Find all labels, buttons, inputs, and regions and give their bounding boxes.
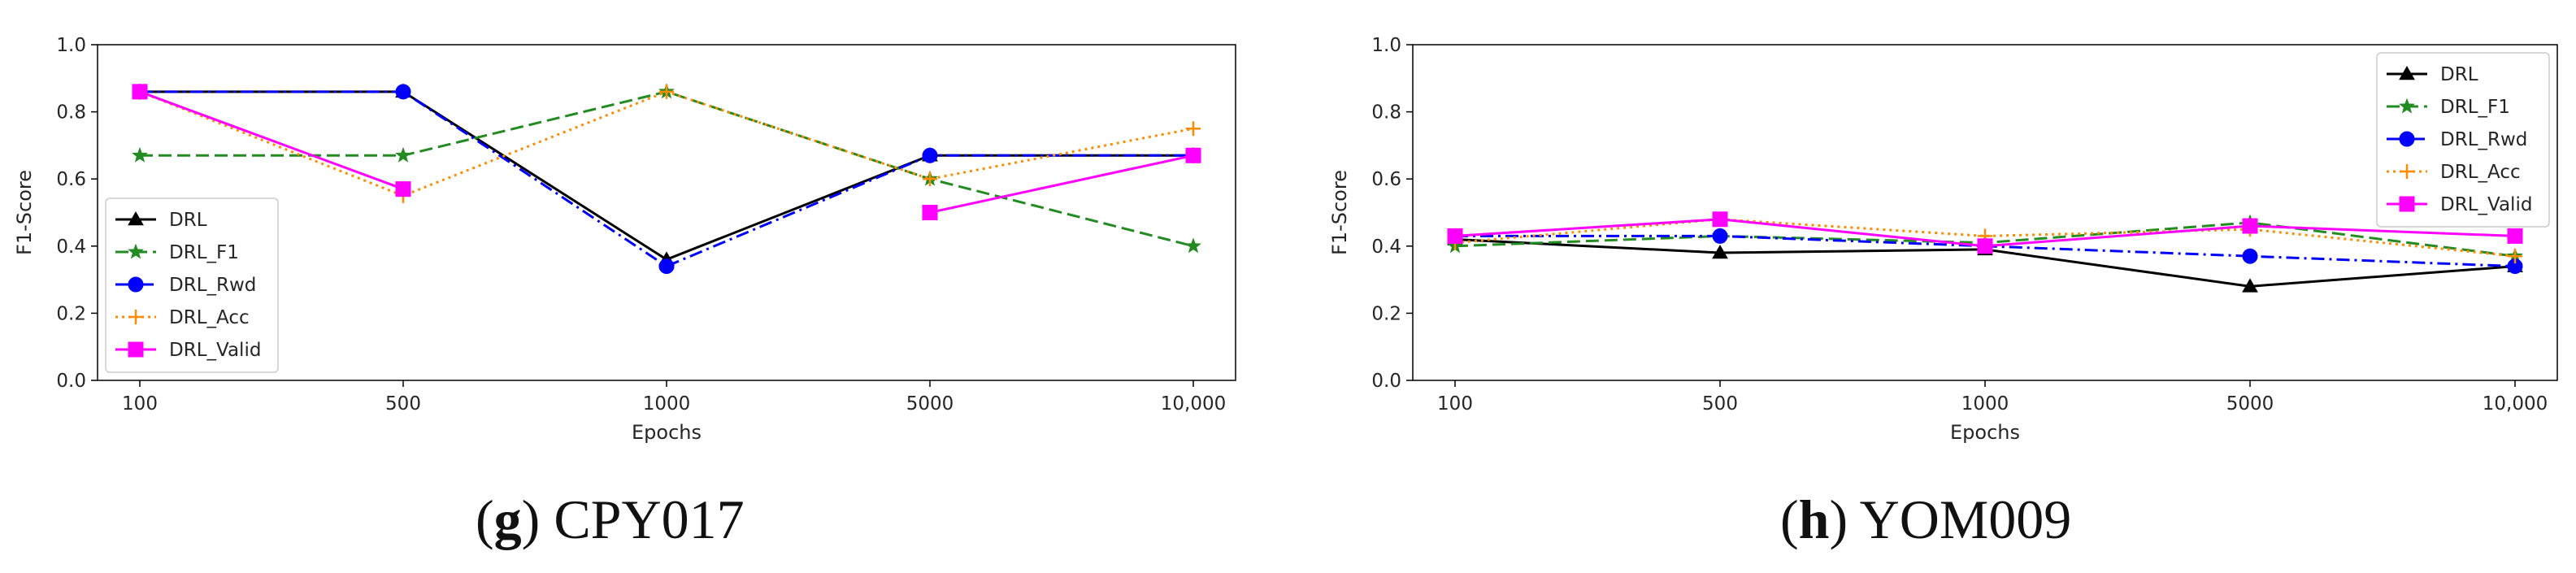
x-tick-label: 100	[1437, 393, 1473, 415]
series-line	[140, 90, 1194, 248]
data-point	[132, 84, 148, 100]
data-point	[659, 84, 674, 99]
data-point	[922, 205, 938, 220]
data-point	[1447, 228, 1463, 244]
legend-label: DRL_Valid	[2440, 194, 2532, 215]
caption-right-title: YOM009	[1859, 488, 2072, 550]
x-tick-label: 500	[385, 393, 421, 415]
series-DRL	[132, 83, 1201, 266]
legend-marker	[128, 310, 143, 324]
y-tick-label: 0.2	[56, 303, 86, 324]
data-point	[132, 146, 148, 163]
y-axis-label: F1-Score	[13, 170, 36, 255]
chart-right: 0.0 0.2 0.4 0.6 0.8 1.0 100 500 1000 5000 10,000 Ep…	[1328, 35, 2558, 444]
caption-left-letter: g	[493, 488, 522, 550]
series-line	[140, 90, 1193, 261]
y-tick-label: 1.0	[56, 35, 86, 56]
legend-marker	[128, 276, 144, 293]
x-tick-label: 500	[1702, 393, 1738, 415]
data-point	[2507, 228, 2523, 244]
data-point	[395, 181, 411, 198]
x-axis-label: Epochs	[632, 421, 702, 444]
legend-label: DRL_Acc	[2440, 162, 2521, 183]
y-tick-label: 0.8	[1371, 102, 1401, 124]
legend-marker	[128, 341, 144, 358]
x-tick-label: 5000	[906, 393, 954, 415]
data-point	[2242, 278, 2258, 293]
series-line	[1454, 218, 2516, 258]
series-DRL_Rwd	[132, 84, 1201, 275]
x-tick-label: 5000	[2226, 393, 2274, 415]
series-DRL_Valid	[132, 84, 1201, 220]
series-DRL_Valid	[1447, 211, 2523, 254]
y-axis-label: F1-Score	[1328, 170, 1351, 255]
legend-marker	[2400, 164, 2414, 179]
data-point	[1185, 147, 1201, 163]
legend-marker	[2399, 196, 2415, 212]
legend-label: DRL_Rwd	[2440, 129, 2527, 150]
series-line	[929, 154, 1194, 214]
legend-box	[2376, 52, 2550, 228]
y-tick-label: 0.0	[56, 371, 86, 392]
series-line	[139, 90, 404, 190]
legend: DRL DRL_F1 DRL_Rwd DRL_Acc DRL_Valid	[2376, 52, 2550, 228]
data-point	[1977, 238, 1993, 254]
x-axis-label: Epochs	[1950, 421, 2020, 444]
y-tick-label: 0.0	[1371, 371, 1401, 392]
series-line	[139, 90, 1194, 198]
caption-left: (g) CPY017	[476, 488, 745, 550]
data-point	[1712, 245, 1728, 259]
data-point	[1712, 228, 1728, 244]
legend: DRL DRL_F1 DRL_Rwd DRL_Acc DRL_Valid	[105, 198, 279, 373]
legend-label: DRL	[169, 210, 207, 231]
y-tick-label: 0.6	[56, 169, 86, 190]
legend-marker	[2399, 98, 2415, 114]
legend-label: DRL_F1	[2440, 97, 2510, 118]
y-tick-label: 0.4	[1371, 237, 1401, 258]
legend-label: DRL_F1	[169, 242, 239, 263]
data-point	[2508, 249, 2522, 264]
caption-right: (h) YOM009	[1780, 488, 2072, 550]
y-tick-label: 0.6	[1371, 169, 1401, 190]
x-tick-label: 1000	[643, 393, 691, 415]
caption-left-title: CPY017	[554, 488, 745, 550]
x-tick-label: 100	[122, 393, 158, 415]
x-tick-label: 1000	[1961, 393, 2009, 415]
legend-label: DRL_Rwd	[169, 275, 256, 296]
x-tick-label: 10,000	[2483, 393, 2548, 415]
series-DRL_F1	[132, 83, 1201, 254]
y-tick-label: 0.4	[56, 237, 86, 258]
data-point	[2242, 218, 2258, 234]
legend-marker	[128, 211, 144, 226]
data-point	[1186, 121, 1201, 137]
data-point	[1712, 211, 1728, 228]
chart-left: 0.0 0.2 0.4 0.6 0.8 1.0 100 500 1000 5000 10,000 Ep…	[13, 35, 1236, 444]
series-line	[140, 90, 1193, 268]
series-DRL_Acc	[132, 84, 1201, 203]
data-point	[395, 84, 411, 100]
data-point	[658, 258, 675, 275]
y-tick-label: 0.2	[1371, 303, 1401, 324]
data-point	[922, 147, 938, 163]
x-tick-label: 10,000	[1161, 393, 1226, 415]
legend-marker	[128, 243, 144, 259]
data-point	[1185, 237, 1201, 254]
data-point	[923, 171, 937, 187]
y-tick-label: 1.0	[1371, 35, 1401, 56]
legend-marker	[2399, 65, 2415, 80]
legend-label: DRL_Acc	[169, 307, 250, 328]
legend-label: DRL	[2440, 64, 2478, 85]
data-point	[2242, 248, 2258, 264]
legend-label: DRL_Valid	[169, 340, 261, 361]
caption-right-letter: h	[1798, 488, 1830, 550]
y-tick-label: 0.8	[56, 102, 86, 124]
legend-marker	[2399, 131, 2415, 147]
data-point	[395, 146, 411, 163]
legend-box	[105, 198, 279, 373]
